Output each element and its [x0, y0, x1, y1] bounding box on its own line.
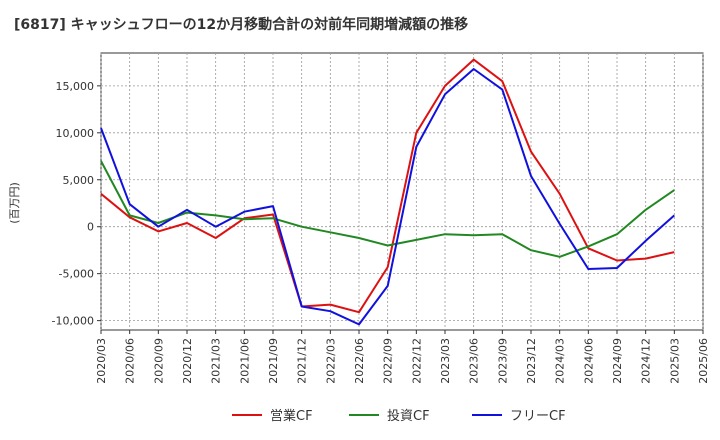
plot-frame	[100, 52, 704, 331]
x-tick-label: 2021/12	[296, 338, 309, 384]
chart-title: [6817] キャッシュフローの12か月移動合計の対前年同期増減額の推移	[14, 17, 469, 33]
x-tick-label: 2021/09	[267, 338, 280, 384]
x-tick-label: 2024/03	[554, 338, 567, 384]
y-tick-label: 0	[87, 221, 94, 234]
x-tick-label: 2025/03	[668, 338, 681, 384]
legend-label-2: 投資CF	[387, 408, 430, 424]
x-tick-label: 2024/12	[640, 338, 653, 384]
grid-lines	[100, 53, 704, 330]
series-line-1	[100, 58, 675, 314]
x-tick-label: 2021/06	[238, 338, 251, 384]
x-tick-label: 2024/09	[611, 338, 624, 384]
legend: 営業CF 投資CF フリーCF	[232, 408, 566, 424]
x-axis: 2020/03 2020/06 2020/09 2020/12 2021/03 2021/…	[95, 330, 710, 384]
y-tick-label: 5,000	[63, 174, 95, 187]
series-lines	[100, 58, 675, 326]
legend-label-3: フリーCF	[510, 409, 566, 424]
x-tick-label: 2020/06	[124, 338, 137, 384]
x-tick-label: 2022/03	[324, 338, 337, 384]
x-tick-label: 2024/06	[582, 338, 595, 384]
x-tick-label: 2023/06	[468, 338, 481, 384]
x-tick-label: 2023/12	[525, 338, 538, 384]
y-tick-label: -10,000	[52, 315, 94, 328]
x-tick-label: 2023/03	[439, 338, 452, 384]
legend-label-1: 営業CF	[270, 408, 313, 424]
x-tick-label: 2022/06	[353, 338, 366, 384]
plot-area	[100, 52, 704, 331]
y-tick-label: 15,000	[56, 80, 95, 93]
y-tick-label: 10,000	[56, 127, 95, 140]
series-line-3	[100, 68, 675, 326]
series-line-2	[100, 160, 675, 258]
y-tick-label: -5,000	[59, 268, 94, 281]
x-tick-label: 2022/09	[382, 338, 395, 384]
x-tick-label: 2023/09	[496, 338, 509, 384]
x-tick-label: 2021/03	[210, 338, 223, 384]
y-axis-label: (百万円)	[8, 182, 21, 224]
x-tick-label: 2020/03	[95, 338, 108, 384]
x-tick-label: 2020/12	[181, 338, 194, 384]
x-tick-label: 2020/09	[152, 338, 165, 384]
x-tick-label: 2025/06	[697, 338, 710, 384]
x-tick-label: 2022/12	[410, 338, 423, 384]
y-axis: -10,000 -5,000 0 5,000 10,000 15,000	[52, 80, 101, 328]
